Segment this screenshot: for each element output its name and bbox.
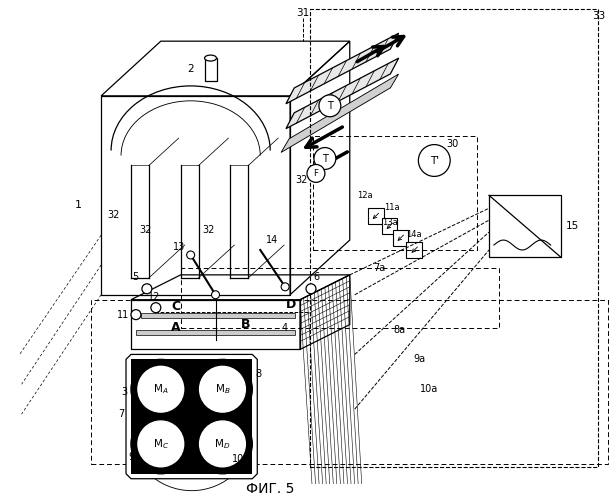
Polygon shape xyxy=(131,360,252,474)
Bar xyxy=(368,208,384,224)
Circle shape xyxy=(131,360,191,419)
Bar xyxy=(381,218,397,234)
Text: 13: 13 xyxy=(173,242,185,252)
Text: M$_C$: M$_C$ xyxy=(153,437,169,451)
Text: D: D xyxy=(286,298,296,311)
Text: 32: 32 xyxy=(295,176,308,186)
Circle shape xyxy=(200,366,246,412)
Text: T': T' xyxy=(430,156,439,166)
Bar xyxy=(310,10,599,467)
Polygon shape xyxy=(126,354,257,478)
Text: M$_B$: M$_B$ xyxy=(215,382,230,396)
Text: 5: 5 xyxy=(132,272,138,282)
Circle shape xyxy=(212,291,219,298)
Circle shape xyxy=(307,164,325,182)
Polygon shape xyxy=(286,33,398,104)
Circle shape xyxy=(319,95,341,116)
Circle shape xyxy=(131,310,141,320)
Text: 32: 32 xyxy=(203,225,215,235)
Circle shape xyxy=(151,302,161,312)
Text: 3: 3 xyxy=(121,387,127,397)
Bar xyxy=(204,58,217,81)
Text: 11a: 11a xyxy=(384,202,399,211)
Text: 9a: 9a xyxy=(413,354,426,364)
Bar xyxy=(136,330,295,334)
Text: ФИГ. 5: ФИГ. 5 xyxy=(246,482,294,496)
Text: 14a: 14a xyxy=(406,230,422,238)
Circle shape xyxy=(200,421,246,467)
Text: A: A xyxy=(171,321,181,334)
Bar xyxy=(313,136,477,250)
Circle shape xyxy=(138,421,184,467)
Text: 8: 8 xyxy=(255,370,262,380)
Bar xyxy=(406,242,422,258)
Text: C: C xyxy=(171,300,181,313)
Text: M$_D$: M$_D$ xyxy=(214,437,231,451)
Text: 12a: 12a xyxy=(357,191,373,200)
Text: 1: 1 xyxy=(75,200,82,210)
Bar xyxy=(91,300,608,464)
Polygon shape xyxy=(131,360,252,474)
Polygon shape xyxy=(281,74,398,152)
Circle shape xyxy=(418,144,450,176)
Text: M$_A$: M$_A$ xyxy=(153,382,169,396)
Text: 12: 12 xyxy=(148,292,160,302)
Text: 11: 11 xyxy=(117,310,129,320)
Text: 6: 6 xyxy=(313,272,319,282)
Circle shape xyxy=(306,284,316,294)
Bar xyxy=(489,196,561,257)
Text: 10a: 10a xyxy=(420,384,438,394)
Polygon shape xyxy=(286,58,398,128)
Circle shape xyxy=(281,283,289,291)
Text: 10: 10 xyxy=(232,454,244,464)
Circle shape xyxy=(187,251,195,259)
Text: 30: 30 xyxy=(446,138,458,148)
Text: F: F xyxy=(314,169,319,178)
Text: 31: 31 xyxy=(297,8,309,18)
Text: 7: 7 xyxy=(118,409,124,419)
Bar xyxy=(181,268,499,328)
Text: 33: 33 xyxy=(592,12,605,22)
Text: 9: 9 xyxy=(128,452,134,462)
Circle shape xyxy=(142,284,152,294)
Text: 7a: 7a xyxy=(373,263,386,273)
Text: 32: 32 xyxy=(107,210,119,220)
Ellipse shape xyxy=(204,55,217,61)
Text: 15: 15 xyxy=(565,221,579,231)
Text: T: T xyxy=(322,154,328,164)
Circle shape xyxy=(193,360,252,419)
Text: 2: 2 xyxy=(187,64,194,74)
Text: 14: 14 xyxy=(266,235,278,245)
Text: B: B xyxy=(241,318,250,331)
Text: 13a: 13a xyxy=(382,218,397,226)
Circle shape xyxy=(129,366,254,490)
Text: T: T xyxy=(327,101,333,111)
Circle shape xyxy=(193,414,252,474)
Circle shape xyxy=(138,366,184,412)
Bar xyxy=(141,312,295,318)
Circle shape xyxy=(131,414,191,474)
Text: 8a: 8a xyxy=(394,324,405,334)
Text: 4: 4 xyxy=(282,322,288,332)
Circle shape xyxy=(314,148,336,170)
Text: 32: 32 xyxy=(140,225,152,235)
Bar xyxy=(392,230,408,246)
